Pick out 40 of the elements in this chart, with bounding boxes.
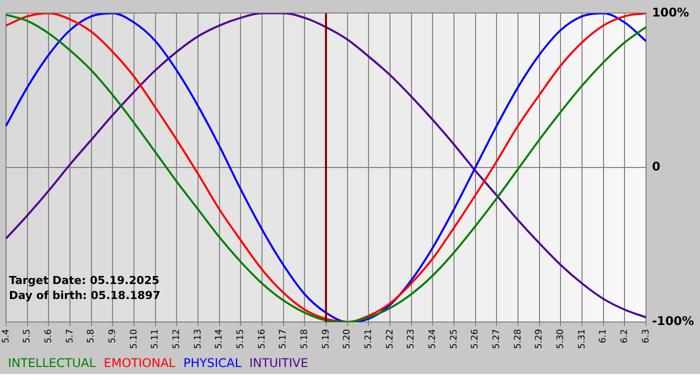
x-tick-label: 5.22 <box>385 328 396 350</box>
x-tick-label: 5.14 <box>214 328 225 350</box>
y-tick-label: 100% <box>652 5 690 20</box>
annotation: Day of birth: 05.18.1897 <box>9 288 160 302</box>
x-tick-label: 5.30 <box>556 328 566 350</box>
text: PHYSICAL <box>183 356 242 370</box>
x-tick-label: 5.18 <box>300 328 310 350</box>
x-tick-label: 5.12 <box>172 328 182 350</box>
y-tick-label: 0 <box>652 160 660 174</box>
x-tick-label: 5.16 <box>257 328 268 350</box>
x-tick-label: 6.2 <box>620 328 630 344</box>
x-tick-label: 6.1 <box>598 328 609 344</box>
x-tick-label: 5.6 <box>44 328 54 344</box>
x-tick-label: 6.3 <box>641 328 652 344</box>
x-tick-label: 5.15 <box>236 328 246 350</box>
x-tick-label: 5.21 <box>364 328 374 350</box>
x-tick-label: 5.10 <box>129 328 140 350</box>
x-tick-label: 5.31 <box>577 328 588 350</box>
x-tick-label: 5.4 <box>1 328 12 344</box>
x-tick-label: 5.29 <box>534 328 545 350</box>
x-tick-label: 5.20 <box>342 328 353 350</box>
annotation: Target Date: 05.19.2025 <box>9 274 160 287</box>
x-tick-label: 5.8 <box>86 328 97 344</box>
y-tick-label: -100% <box>652 314 694 328</box>
x-tick-label: 5.5 <box>22 328 33 344</box>
x-tick-label: 5.27 <box>492 328 502 350</box>
x-tick-label: 5.7 <box>65 328 76 344</box>
x-tick-label: 5.26 <box>470 328 481 350</box>
x-tick-label: 5.28 <box>513 328 524 350</box>
text: INTUITIVE <box>249 356 308 370</box>
x-tick-label: 5.24 <box>428 328 438 350</box>
x-tick-label: 5.19 <box>321 328 332 350</box>
x-tick-label: 5.25 <box>449 328 460 350</box>
text: EMOTIONAL <box>104 356 176 370</box>
x-tick-label: 5.9 <box>108 328 118 344</box>
x-tick-label: 5.13 <box>193 328 204 350</box>
text: INTELLECTUAL <box>8 356 96 370</box>
x-tick-label: 5.23 <box>406 328 417 350</box>
x-tick-label: 5.17 <box>278 328 289 350</box>
x-tick-label: 5.11 <box>150 328 161 350</box>
